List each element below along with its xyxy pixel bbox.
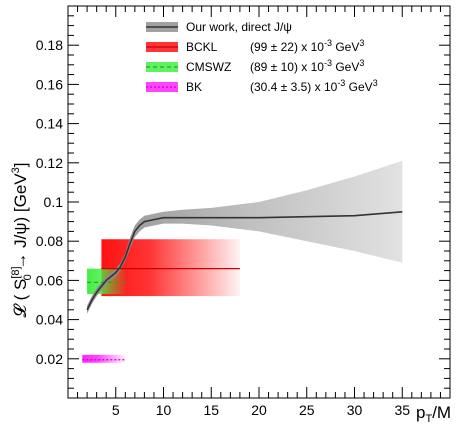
y-tick-label: 0.02 [36,351,63,367]
y-axis-label-end: ] [11,163,30,168]
x-tick-label: 10 [156,402,172,418]
x-tick-label: 25 [299,402,315,418]
line-our-work [86,211,403,311]
y-axis-label-sup2: 3 [10,167,22,173]
x-tick-label: 20 [251,402,267,418]
series-lines [82,211,403,361]
y-tick-label: 0.16 [36,76,63,92]
x-tick-label: 30 [347,402,363,418]
x-axis-label-sub: T [425,413,432,425]
axis-ticks: 5 10 15 20 25 30 35 0.02 0.04 0.06 0.08 0.1 0.12 0.14… [36,6,450,418]
y-axis-label-rest: → J/ψ) [GeV [11,173,30,275]
legend-label: Our work, direct J/ψ [186,20,292,34]
legend-entry-cmswz: CMSWZ (89 ± 10) x 10-3 GeV3 [146,58,364,74]
y-tick-label: 0.06 [36,272,63,288]
x-axis-label: pT/M [416,403,451,425]
legend-value: (89 ± 10) x 10-3 GeV3 [250,58,364,74]
legend-entry-our-work: Our work, direct J/ψ [146,20,292,34]
x-tick-label: 5 [112,402,120,418]
legend-entry-bk: BK (30.4 ± 3.5) x 10-3 GeV3 [146,78,378,94]
legend-value: (30.4 ± 3.5) x 10-3 GeV3 [250,78,378,94]
band-bk [82,354,126,363]
legend: Our work, direct J/ψ BCKL (99 ± 22) x 10-3… [146,20,378,94]
uncertainty-bands [82,160,403,363]
x-tick-label: 35 [394,402,410,418]
y-tick-label: 0.08 [36,233,63,249]
y-tick-label: 0.14 [36,116,63,132]
y-tick-label: 0.12 [36,155,63,171]
x-axis-label-main: p [416,403,425,422]
y-tick-label: 0.1 [44,194,64,210]
y-axis-label-sub: 0 [22,274,34,280]
x-tick-label: 15 [203,402,219,418]
y-tick-label: 0.04 [36,312,63,328]
legend-label: BK [186,80,202,94]
band-our-work [87,160,403,314]
y-tick-label: 0.18 [36,37,63,53]
y-axis-label: 𝓛 ( S[8]0 → J/ψ) [GeV3] [10,163,34,318]
legend-label: CMSWZ [186,60,231,74]
legend-entry-bckl: BCKL (99 ± 22) x 10-3 GeV3 [146,38,364,54]
legend-label: BCKL [186,40,218,54]
y-axis-label-main: 𝓛 ( S [11,279,30,318]
x-axis-label-suffix: /M [432,403,451,422]
y-axis-label-sup: [8] [10,266,22,278]
legend-value: (99 ± 22) x 10-3 GeV3 [250,38,364,54]
